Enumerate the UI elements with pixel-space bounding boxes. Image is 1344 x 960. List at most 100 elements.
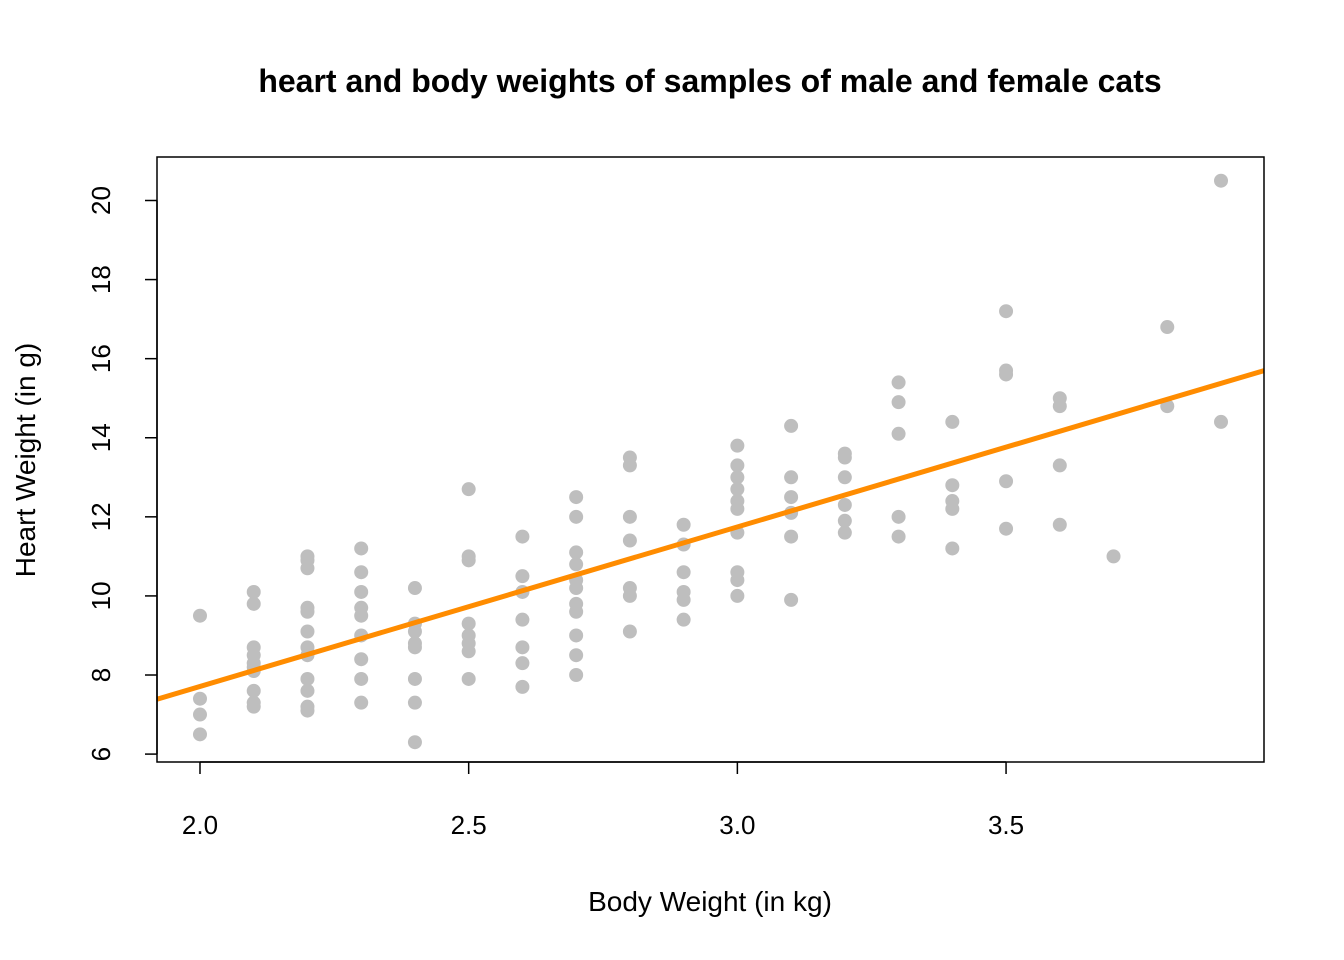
data-point: [354, 565, 369, 580]
data-point: [730, 494, 745, 509]
y-tick-label: 18: [86, 265, 116, 294]
data-point: [569, 557, 584, 572]
y-axis: 6 8 10 12 14 16 18 20: [86, 186, 158, 761]
data-point: [622, 533, 637, 548]
data-point: [999, 474, 1014, 489]
data-point: [676, 517, 691, 532]
y-axis-label: Heart Weight (in g): [10, 343, 41, 577]
data-point: [1160, 320, 1175, 335]
x-tick-label: 3.0: [719, 810, 755, 840]
data-point: [837, 446, 852, 461]
data-point: [461, 671, 476, 686]
data-point: [1214, 173, 1229, 188]
data-point: [407, 636, 422, 651]
data-point: [354, 695, 369, 710]
data-point: [837, 470, 852, 485]
data-point: [461, 549, 476, 564]
data-point: [784, 418, 799, 433]
data-point: [999, 363, 1014, 378]
y-tick-label: 14: [86, 423, 116, 452]
data-point: [1214, 414, 1229, 429]
data-point: [891, 375, 906, 390]
data-point: [784, 470, 799, 485]
data-point: [407, 581, 422, 596]
data-point: [676, 584, 691, 599]
data-point: [461, 616, 476, 631]
data-point: [676, 612, 691, 627]
data-point: [730, 565, 745, 580]
data-point: [192, 707, 207, 722]
data-point: [784, 490, 799, 505]
data-point: [461, 482, 476, 497]
data-point: [837, 525, 852, 540]
y-tick-label: 8: [86, 668, 116, 682]
data-point: [891, 509, 906, 524]
x-axis-label: Body Weight (in kg): [588, 886, 832, 917]
data-point: [945, 414, 960, 429]
data-point: [945, 494, 960, 509]
data-point: [1052, 458, 1067, 473]
data-point: [569, 596, 584, 611]
data-point: [622, 450, 637, 465]
data-points: [192, 173, 1229, 750]
data-point: [1052, 391, 1067, 406]
x-tick-label: 2.5: [451, 810, 487, 840]
regression-line-group: [157, 368, 1264, 702]
data-point: [891, 426, 906, 441]
data-point: [515, 679, 530, 694]
data-point: [569, 628, 584, 643]
data-point: [515, 656, 530, 671]
regression-line: [157, 368, 1264, 702]
data-point: [246, 683, 261, 698]
y-tick-label: 6: [86, 747, 116, 761]
data-point: [354, 600, 369, 615]
data-point: [300, 549, 315, 564]
data-point: [784, 529, 799, 544]
x-tick-label: 2.0: [182, 810, 218, 840]
data-point: [300, 640, 315, 655]
data-point: [300, 683, 315, 698]
data-point: [1052, 517, 1067, 532]
data-point: [354, 584, 369, 599]
data-point: [1106, 549, 1121, 564]
data-point: [300, 600, 315, 615]
data-point: [192, 727, 207, 742]
data-point: [784, 592, 799, 607]
data-point: [569, 490, 584, 505]
data-point: [354, 541, 369, 556]
data-point: [945, 541, 960, 556]
data-point: [246, 640, 261, 655]
data-point: [407, 671, 422, 686]
data-point: [461, 628, 476, 643]
data-point: [730, 482, 745, 497]
data-point: [246, 596, 261, 611]
y-tick-label: 12: [86, 502, 116, 531]
chart-title: heart and body weights of samples of mal…: [258, 63, 1161, 99]
data-point: [730, 458, 745, 473]
data-point: [246, 695, 261, 710]
data-point: [407, 695, 422, 710]
data-point: [569, 509, 584, 524]
data-point: [515, 612, 530, 627]
y-tick-label: 16: [86, 344, 116, 373]
data-point: [676, 565, 691, 580]
data-point: [837, 513, 852, 528]
data-point: [730, 588, 745, 603]
data-point: [246, 584, 261, 599]
y-tick-label: 20: [86, 186, 116, 215]
x-tick-label: 3.5: [988, 810, 1024, 840]
x-axis: 2.0 2.5 3.0 3.5: [182, 761, 1024, 840]
data-point: [300, 671, 315, 686]
data-point: [891, 529, 906, 544]
data-point: [192, 608, 207, 623]
data-point: [945, 478, 960, 493]
data-point: [622, 581, 637, 596]
data-point: [515, 529, 530, 544]
data-point: [730, 470, 745, 485]
data-point: [192, 691, 207, 706]
data-point: [354, 652, 369, 667]
data-point: [999, 521, 1014, 536]
data-point: [515, 569, 530, 584]
data-point: [407, 735, 422, 750]
